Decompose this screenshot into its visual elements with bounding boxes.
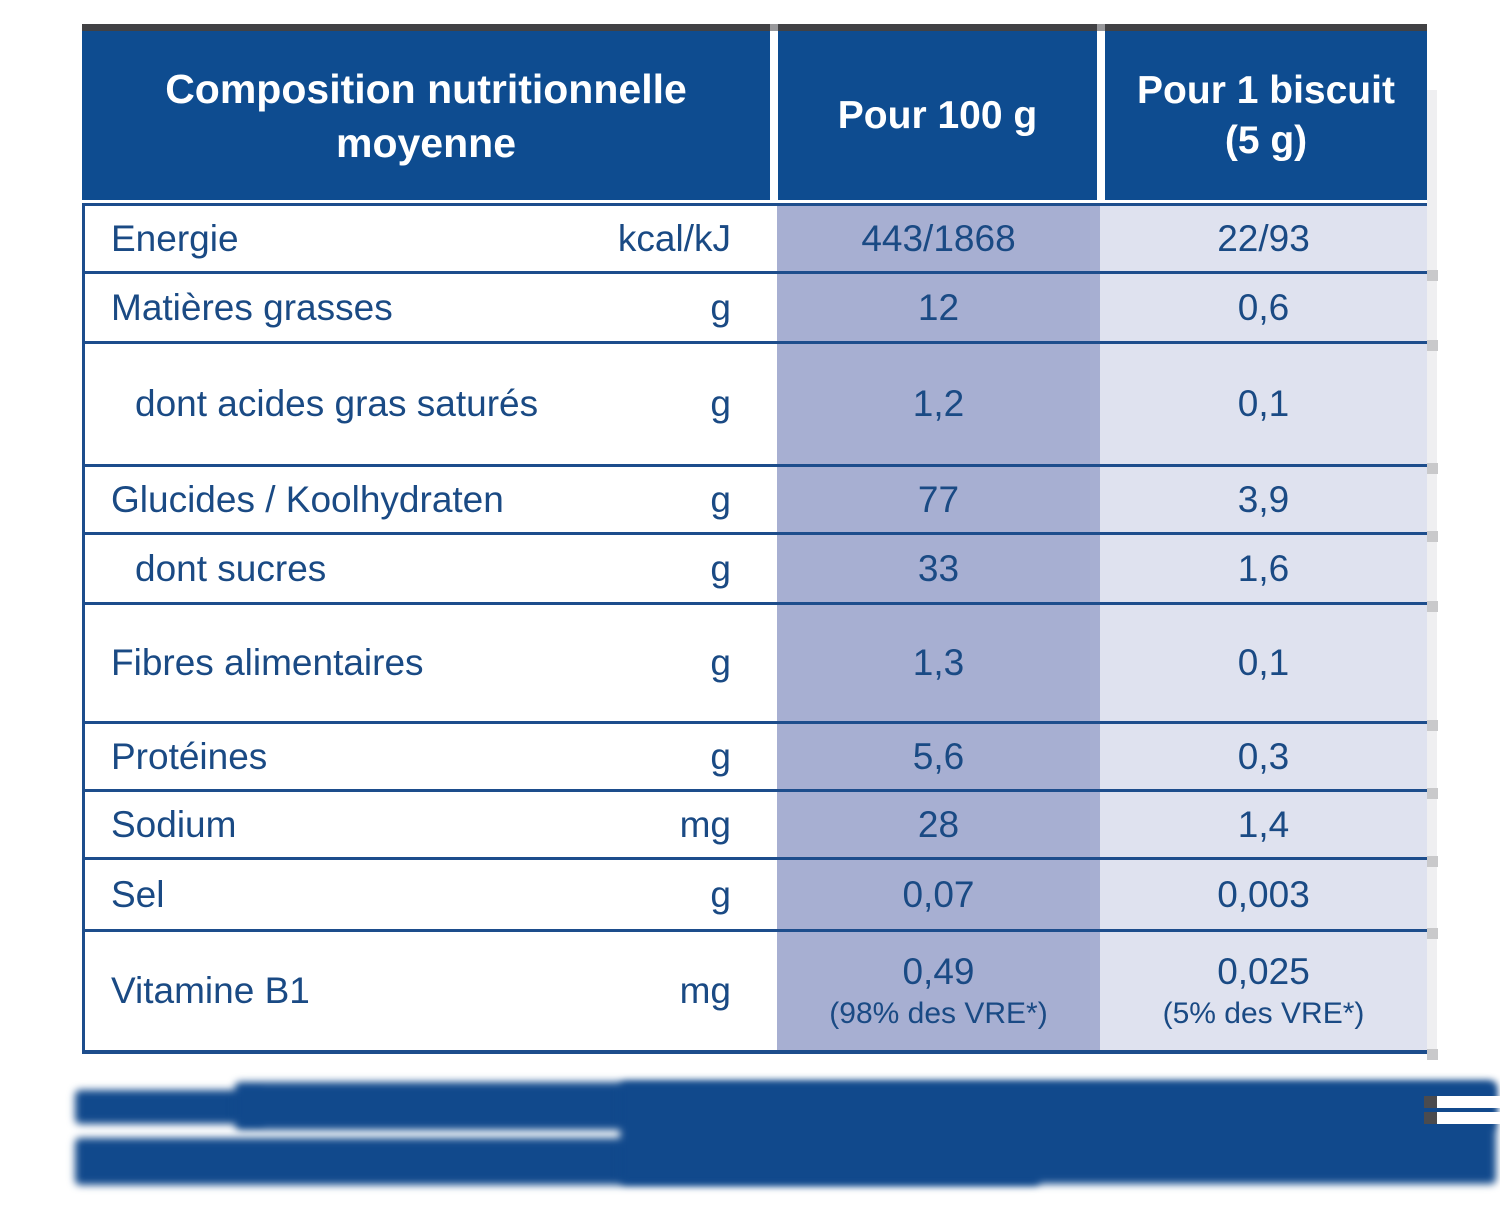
nutrient-label: Sel (111, 873, 165, 915)
nutrition-table: Composition nutritionnelle moyenne Pour … (82, 24, 1438, 1060)
value-per-100g: 0,49 (98% des VRE*) (777, 932, 1100, 1050)
value-per-biscuit: 3,9 (1100, 467, 1427, 532)
value-per-biscuit: 0,3 (1100, 724, 1427, 789)
row-matieres-grasses: Matières grasses g 12 0,6 (82, 274, 1438, 351)
nutrient-unit: kcal/kJ (617, 217, 731, 259)
footnote-white-gap (1437, 1112, 1500, 1124)
value-per-biscuit: 0,1 (1100, 605, 1427, 721)
value-note: (5% des VRE*) (1162, 997, 1365, 1030)
value-per-100g: 0,07 (777, 860, 1100, 929)
row-sel: Sel g 0,07 0,003 (82, 860, 1438, 939)
header-per-biscuit: Pour 1 biscuit (5 g) (1105, 31, 1427, 200)
row-fibres: Fibres alimentaires g 1,3 0,1 (82, 605, 1438, 731)
header-title-line2: moyenne (336, 119, 516, 166)
nutrient-label: Fibres alimentaires (111, 642, 424, 683)
footnote-redacted-right-block (620, 1082, 1496, 1184)
nutrient-label: Protéines (111, 735, 268, 777)
value-main: 0,49 (902, 951, 975, 992)
value-note: (98% des VRE*) (829, 997, 1048, 1030)
value-per-biscuit: 1,4 (1100, 792, 1427, 857)
nutrient-unit: mg (679, 803, 731, 845)
value-per-100g: 12 (777, 274, 1100, 341)
nutrient-label: dont sucres (135, 547, 327, 589)
nutrient-label: Vitamine B1 (111, 970, 310, 1011)
value-per-biscuit: 1,6 (1100, 535, 1427, 602)
nutrient-unit: g (710, 547, 731, 589)
header-divider (770, 31, 778, 200)
nutrient-unit: mg (679, 970, 731, 1011)
top-strip-segment (1105, 24, 1427, 31)
header-per-biscuit-line1: Pour 1 biscuit (1137, 68, 1395, 112)
row-proteines: Protéines g 5,6 0,3 (82, 724, 1438, 799)
table-shadow (1427, 90, 1437, 1055)
row-glucides: Glucides / Koolhydraten g 77 3,9 (82, 467, 1438, 542)
nutrient-unit: g (710, 478, 731, 520)
header-per-biscuit-line2: (5 g) (1224, 118, 1308, 162)
header-title-line1: Composition nutritionnelle (165, 65, 687, 112)
value-per-100g: 1,2 (777, 344, 1100, 464)
value-per-biscuit: 0,1 (1100, 344, 1427, 464)
value-per-100g: 33 (777, 535, 1100, 602)
nutrient-unit: g (710, 286, 731, 328)
nutrient-unit: g (710, 642, 731, 683)
header-divider (1097, 31, 1105, 200)
nutrient-label: Energie (111, 217, 239, 259)
top-strip-gap (1097, 24, 1105, 31)
nutrient-unit: g (710, 735, 731, 777)
value-per-100g: 443/1868 (777, 206, 1100, 271)
header-per-100g-label: Pour 100 g (837, 93, 1038, 137)
value-per-biscuit: 0,025 (5% des VRE*) (1100, 932, 1427, 1050)
value-per-biscuit: 0,003 (1100, 860, 1427, 929)
row-sodium: Sodium mg 28 1,4 (82, 792, 1438, 867)
value-per-100g: 28 (777, 792, 1100, 857)
row-acides-gras-satures: dont acides gras saturés g 1,2 0,1 (82, 344, 1438, 474)
footnote-shadow-nub (1424, 1112, 1437, 1124)
value-per-100g: 77 (777, 467, 1100, 532)
nutrient-unit: g (710, 383, 731, 424)
footnote-redacted-line-1-start (75, 1090, 265, 1124)
value-per-100g: 1,3 (777, 605, 1100, 721)
row-energie: Energie kcal/kJ 443/1868 22/93 (82, 206, 1438, 281)
nutrient-label: dont acides gras saturés (135, 383, 539, 424)
value-per-biscuit: 22/93 (1100, 206, 1427, 271)
footnote-shadow-nub (1424, 1096, 1437, 1108)
value-per-100g: 5,6 (777, 724, 1100, 789)
nutrient-label: Matières grasses (111, 286, 393, 328)
nutrient-label: Sodium (111, 803, 237, 845)
nutrient-unit: g (710, 873, 731, 915)
row-sucres: dont sucres g 33 1,6 (82, 535, 1438, 612)
table-header: Composition nutritionnelle moyenne Pour … (82, 31, 1427, 200)
table-top-strip (82, 24, 1427, 31)
top-strip-segment (778, 24, 1097, 31)
value-main: 0,025 (1217, 951, 1310, 992)
header-per-100g: Pour 100 g (778, 31, 1097, 200)
top-strip-segment (82, 24, 770, 31)
top-strip-gap (770, 24, 778, 31)
table-body: Energie kcal/kJ 443/1868 22/93 Matières … (82, 203, 1438, 1060)
header-composition: Composition nutritionnelle moyenne (82, 31, 770, 200)
value-per-biscuit: 0,6 (1100, 274, 1427, 341)
row-vitamine-b1: Vitamine B1 mg 0,49 (98% des VRE*) 0,025… (82, 932, 1438, 1060)
nutrient-label: Glucides / Koolhydraten (111, 478, 504, 520)
footnote-white-gap (1437, 1096, 1500, 1108)
